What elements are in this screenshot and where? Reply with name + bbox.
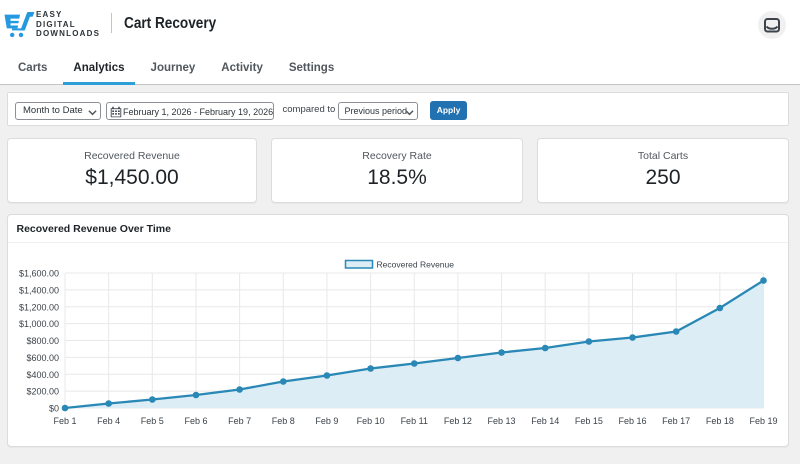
svg-text:Recovered Revenue: Recovered Revenue	[377, 260, 455, 270]
svg-text:$0: $0	[49, 404, 59, 414]
svg-text:Feb 19: Feb 19	[749, 416, 777, 426]
svg-text:Feb 10: Feb 10	[357, 416, 385, 426]
svg-text:Feb 9: Feb 9	[315, 416, 338, 426]
svg-text:Feb 4: Feb 4	[97, 416, 120, 426]
svg-text:$800.00: $800.00	[26, 336, 59, 346]
svg-text:Feb 6: Feb 6	[184, 416, 207, 426]
svg-text:$600.00: $600.00	[26, 353, 59, 363]
svg-text:Feb 16: Feb 16	[619, 416, 647, 426]
svg-text:Feb 17: Feb 17	[662, 416, 690, 426]
svg-text:$400.00: $400.00	[26, 370, 59, 380]
svg-text:Feb 12: Feb 12	[444, 416, 472, 426]
svg-text:Feb 14: Feb 14	[531, 416, 559, 426]
svg-text:$200.00: $200.00	[26, 387, 59, 397]
svg-text:Feb 18: Feb 18	[706, 416, 734, 426]
svg-text:Feb 5: Feb 5	[141, 416, 164, 426]
svg-text:Feb 15: Feb 15	[575, 416, 603, 426]
svg-text:$1,200.00: $1,200.00	[19, 302, 59, 312]
svg-text:Feb 11: Feb 11	[401, 416, 428, 426]
svg-text:Feb 1: Feb 1	[53, 416, 76, 426]
svg-text:$1,000.00: $1,000.00	[19, 319, 59, 329]
svg-text:$1,400.00: $1,400.00	[19, 285, 59, 295]
svg-text:Feb 8: Feb 8	[272, 416, 295, 426]
svg-text:Feb 13: Feb 13	[488, 416, 516, 426]
svg-text:Feb 7: Feb 7	[228, 416, 251, 426]
svg-text:$1,600.00: $1,600.00	[19, 269, 59, 279]
